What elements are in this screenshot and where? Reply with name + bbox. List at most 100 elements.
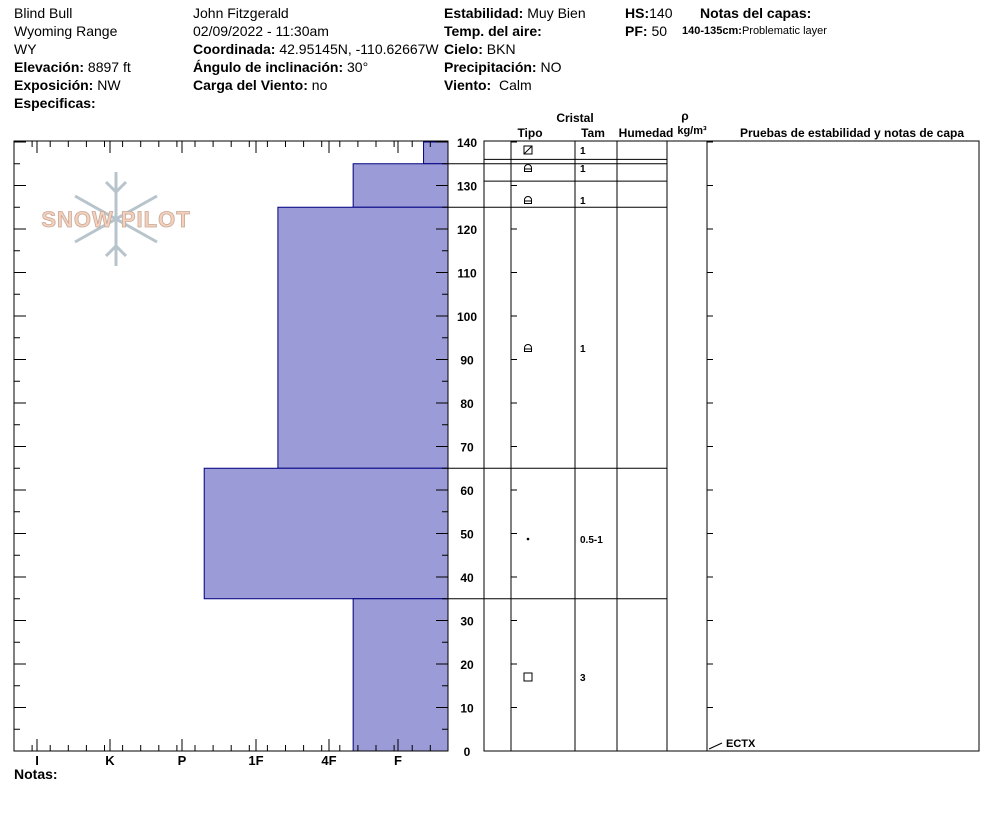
col-rho-unit: kg/m³ [677,125,707,137]
hardness-label: F [394,753,402,768]
depth-tick-label: 10 [460,702,474,716]
site-range: Wyoming Range [14,23,118,39]
site-info: Blind Bull Wyoming Range WY Elevación: 8… [14,4,131,112]
grain-size: 1 [580,146,586,157]
faceted-icon [524,164,532,172]
wind-load-row: Carga del Viento: no [193,76,439,94]
hardness-bar [277,206,449,469]
stability-label: Estabilidad: [444,5,524,21]
faceted-icon [524,344,532,352]
wind-load-value: no [311,77,328,93]
col-tests: Pruebas de estabilidad y notas de capa [740,126,964,140]
hardness-bars [203,141,449,752]
depth-tick-label: 140 [457,136,477,150]
hs-row: HS:140 [625,4,672,22]
hardness-bar [203,467,449,600]
hardness-label: 1F [248,753,263,768]
grain-dot [526,537,530,541]
faceted-rounded-icon [523,145,533,155]
col-tipo: Tipo [517,126,542,140]
layer-note-text: Problematic layer [741,25,827,37]
depth-tick-label: 30 [460,615,474,629]
depth-tick-label: 120 [457,223,477,237]
grain-arch [524,344,532,352]
depth-tick-labels: 0 10 20 30 40 50 60 70 80 90 100 110 120 130 140 [457,136,477,759]
specifics-label: Especificas: [14,95,96,111]
layer-notes-title: Notas del capas: [700,5,812,21]
aspect-value: NW [97,77,121,93]
aspect-row: Exposición: NW [14,76,131,94]
elevation-label: Elevación: [14,59,85,75]
aspect-label: Exposición: [14,77,94,93]
layer-note-item: 140-135cm:Problematic layer [682,22,827,40]
grain-arch [524,196,532,204]
pf-label: PF: [625,23,648,39]
grain-size: 3 [580,673,586,684]
depth-tick-label: 50 [460,528,474,542]
wind-value: Calm [498,77,532,93]
depth-tick-label: 40 [460,571,474,585]
precip-row: Precipitación: NO [444,58,586,76]
site-name: Blind Bull [14,5,73,21]
observer-info: John Fitzgerald 02/09/2022 - 11:30am Coo… [193,4,439,94]
air-temp-row: Temp. del aire: [444,22,586,40]
depth-tick-label: 80 [460,397,474,411]
pf-row: PF: 50 [625,22,672,40]
slope-value: 30° [347,59,369,75]
col-humedad: Humedad [619,126,674,140]
elevation-row: Elevación: 8897 ft [14,58,131,76]
coord-label: Coordinada: [193,41,276,57]
notes-label: Notas: [14,766,58,782]
hardness-label: P [178,753,187,768]
conditions-info: Estabilidad: Muy Bien Temp. del aire: Ci… [444,4,586,94]
faceted-icon [524,196,532,204]
facet-square-icon [523,672,533,682]
depth-tick-label: 0 [464,745,471,759]
slope-label: Ángulo de inclinación: [193,59,344,75]
rounded-icon [526,537,530,541]
sky-row: Cielo: BKN [444,40,586,58]
hs-label: HS: [625,5,650,21]
wind-label: Viento: [444,77,492,93]
depth-tick-label: 130 [457,180,477,194]
depth-tick-label: 90 [460,354,474,368]
col-tam: Tam [581,126,605,140]
depth-tick-label: 110 [457,267,477,281]
depth-info: HS:140 PF: 50 [625,4,672,40]
layer-notes: Notas del capas: 140-135cm:Problematic l… [682,4,827,40]
grain-size: 1 [580,164,586,175]
grain-size: 0.5-1 [580,535,603,546]
col-rho: ρ [681,109,688,123]
precip-value: NO [540,59,562,75]
grain-arch [524,164,532,172]
depth-tick-label: 100 [457,310,477,324]
precip-label: Precipitación: [444,59,537,75]
stability-value: Muy Bien [527,5,586,21]
test-leader [708,742,723,750]
wind-row: Viento: Calm [444,76,586,94]
hardness-label: 4F [321,753,336,768]
sky-value: BKN [486,41,516,57]
grain-size: 1 [580,196,586,207]
grain-square [523,672,533,682]
air-temp-label: Temp. del aire: [444,23,542,39]
elevation-value: 8897 ft [87,59,131,75]
sky-label: Cielo: [444,41,483,57]
test-label: ECTX [726,738,756,750]
pf-value: 50 [651,23,668,39]
hardness-bar [352,163,449,208]
table-frame [483,140,980,752]
observation-datetime: 02/09/2022 - 11:30am [193,23,329,39]
hardness-bar [423,141,449,165]
stability-row: Estabilidad: Muy Bien [444,4,586,22]
snowflake-icon [74,172,158,266]
layer-note-range: 140-135cm: [682,25,742,37]
slope-row: Ángulo de inclinación: 30° [193,58,439,76]
col-cristal: Cristal [556,111,593,125]
site-state: WY [14,41,37,57]
coord-row: Coordinada: 42.95145N, -110.62667W [193,40,439,58]
depth-tick-label: 60 [460,484,474,498]
grain-slash [523,145,533,155]
hs-value: 140 [649,5,673,21]
